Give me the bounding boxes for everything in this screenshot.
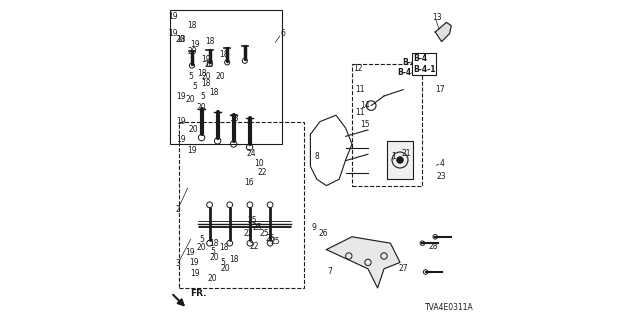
- Text: 12: 12: [354, 64, 363, 73]
- Text: 19: 19: [187, 146, 197, 155]
- Text: 14: 14: [360, 101, 370, 110]
- Text: 20: 20: [176, 35, 186, 44]
- Text: 19: 19: [190, 40, 200, 49]
- Text: 18: 18: [220, 244, 228, 252]
- Text: 11: 11: [355, 108, 365, 116]
- Polygon shape: [326, 237, 400, 288]
- Text: 16: 16: [244, 178, 254, 187]
- Text: FR.: FR.: [191, 289, 207, 298]
- Text: 5: 5: [199, 236, 204, 244]
- Text: 18: 18: [229, 114, 238, 123]
- Text: 18: 18: [197, 69, 206, 78]
- Text: 19: 19: [168, 29, 178, 38]
- Text: 7: 7: [327, 268, 332, 276]
- Text: 15: 15: [360, 120, 370, 129]
- Text: 18: 18: [209, 239, 218, 248]
- Bar: [179, 122, 304, 288]
- Text: 20: 20: [205, 60, 214, 68]
- Text: 5: 5: [201, 92, 205, 100]
- Text: 18: 18: [210, 88, 219, 97]
- Text: B-4
B-4-1: B-4 B-4-1: [413, 54, 435, 74]
- Text: 18: 18: [205, 37, 214, 46]
- Text: 11: 11: [355, 85, 365, 94]
- Text: 25: 25: [266, 234, 275, 243]
- Text: 19: 19: [189, 269, 200, 278]
- Text: 25: 25: [248, 216, 258, 225]
- Text: 18: 18: [176, 35, 186, 44]
- Text: 19: 19: [176, 117, 186, 126]
- Text: 27: 27: [398, 264, 408, 273]
- Text: 20: 20: [216, 72, 226, 81]
- Text: TVA4E0311A: TVA4E0311A: [425, 303, 474, 312]
- Bar: [352, 64, 422, 186]
- Text: 25: 25: [259, 229, 269, 238]
- Text: 20: 20: [187, 47, 197, 56]
- Text: 28: 28: [429, 242, 438, 251]
- Text: 25: 25: [270, 237, 280, 246]
- Text: 20: 20: [196, 244, 207, 252]
- Text: 5: 5: [188, 72, 193, 81]
- Text: 5: 5: [211, 247, 215, 256]
- Text: 17: 17: [435, 85, 445, 94]
- Text: 19: 19: [186, 248, 195, 257]
- Circle shape: [397, 157, 403, 163]
- Bar: [170, 10, 282, 144]
- Text: 18: 18: [202, 79, 211, 88]
- Text: 5: 5: [193, 82, 198, 91]
- Text: 20: 20: [209, 253, 220, 262]
- Text: 20: 20: [186, 95, 195, 104]
- Text: 3: 3: [175, 260, 180, 268]
- Text: 19: 19: [168, 12, 178, 20]
- Text: 2: 2: [175, 205, 180, 214]
- Text: B-4-1: B-4-1: [397, 68, 420, 76]
- Text: 19: 19: [176, 135, 186, 144]
- Text: 1: 1: [391, 152, 396, 161]
- Text: 19: 19: [202, 55, 211, 64]
- Text: 5: 5: [220, 258, 225, 267]
- Text: 18: 18: [188, 21, 196, 30]
- Text: 23: 23: [436, 172, 447, 180]
- Text: 6: 6: [281, 29, 285, 38]
- Text: 20: 20: [202, 72, 211, 81]
- Text: 18: 18: [229, 255, 238, 264]
- Text: 22: 22: [243, 229, 253, 238]
- Text: 21: 21: [402, 149, 411, 158]
- Text: 18: 18: [220, 50, 228, 59]
- Text: B-4: B-4: [403, 58, 417, 67]
- Text: 22: 22: [258, 168, 267, 177]
- Text: 19: 19: [176, 92, 186, 100]
- Text: 26: 26: [318, 229, 328, 238]
- Text: 20: 20: [221, 264, 230, 273]
- Text: 20: 20: [208, 274, 218, 283]
- Text: 22: 22: [250, 242, 259, 251]
- Polygon shape: [435, 22, 451, 42]
- Text: 8: 8: [314, 152, 319, 161]
- Text: 19: 19: [189, 258, 198, 267]
- Text: 25: 25: [253, 223, 262, 232]
- Text: 20: 20: [189, 125, 198, 134]
- Text: 20: 20: [196, 103, 207, 112]
- Text: 24: 24: [246, 149, 256, 158]
- Text: 4: 4: [439, 159, 444, 168]
- Text: 10: 10: [254, 159, 264, 168]
- Bar: [387, 141, 413, 179]
- Text: 13: 13: [432, 13, 442, 22]
- Text: 9: 9: [311, 223, 316, 232]
